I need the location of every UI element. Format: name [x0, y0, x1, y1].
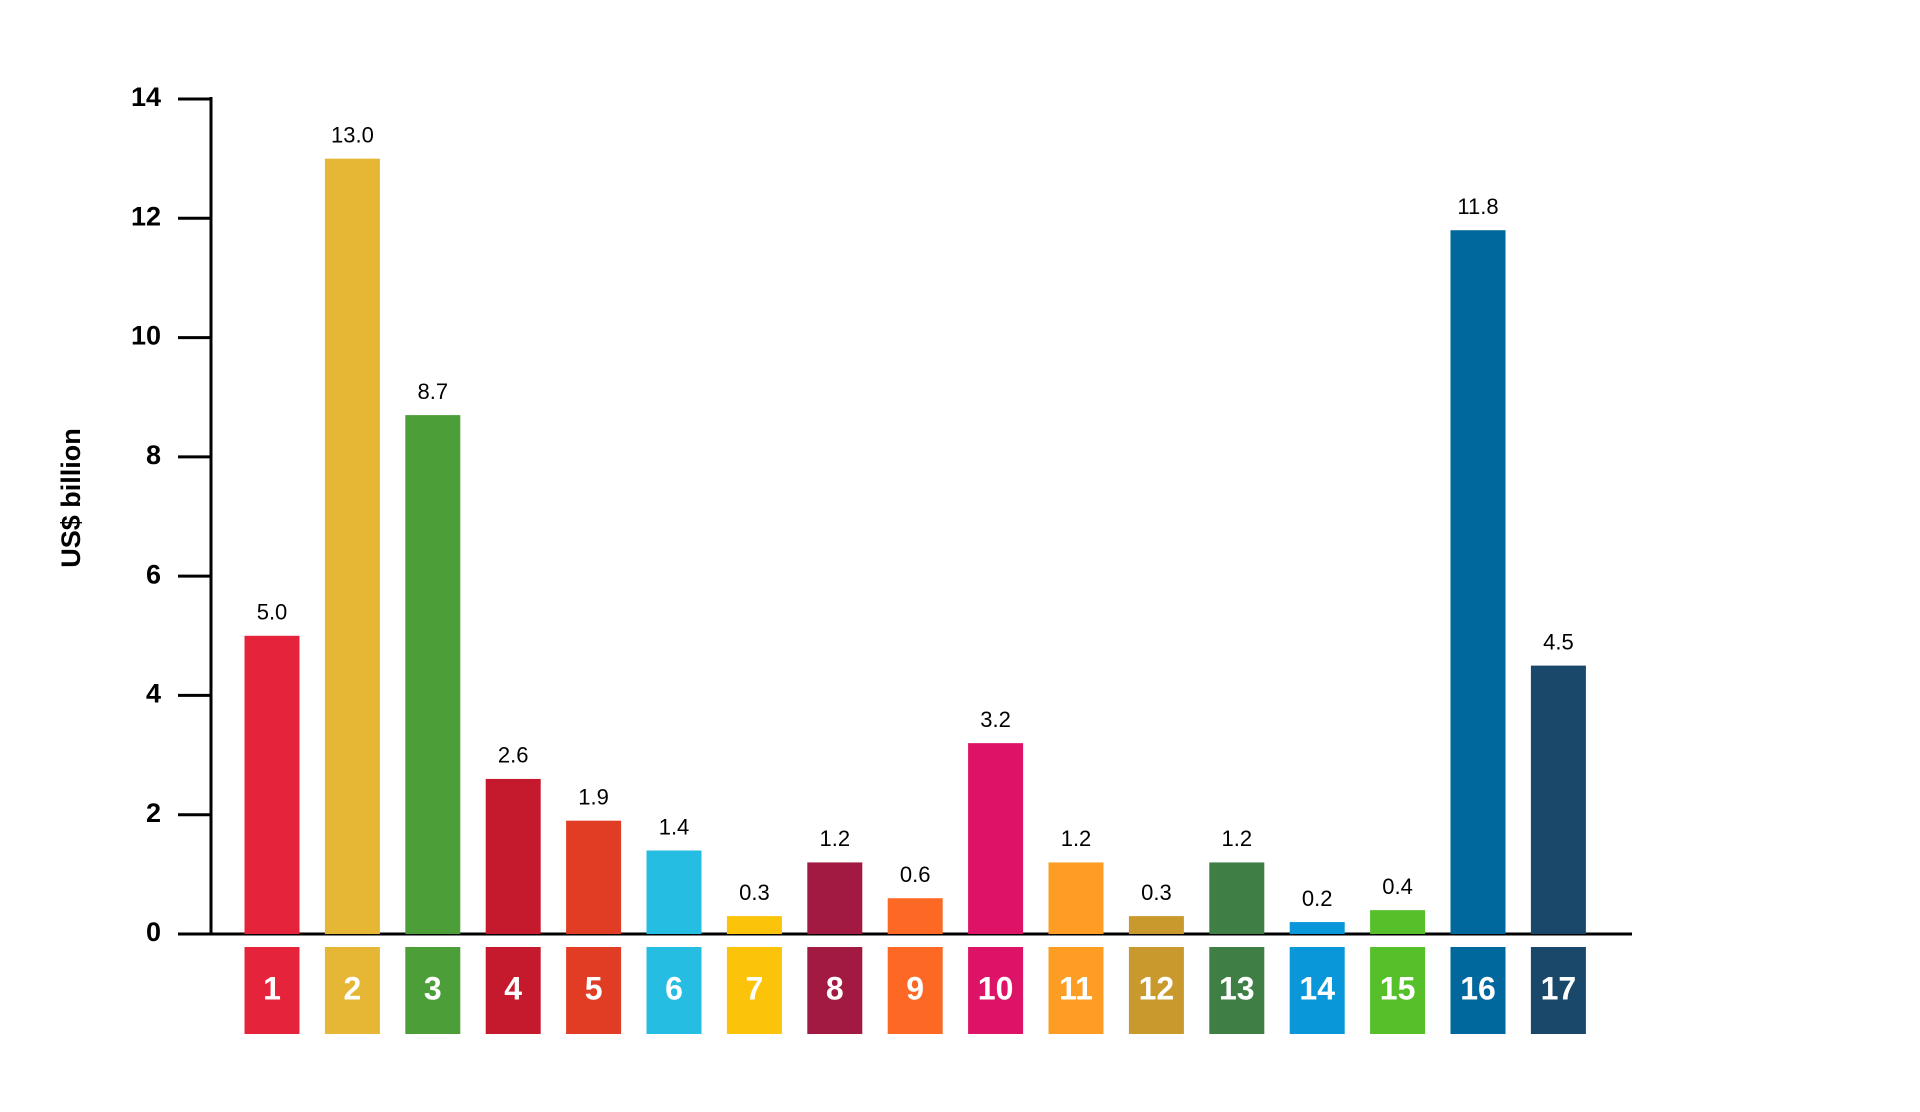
y-tick-label: 6 — [146, 559, 161, 589]
category-box — [887, 947, 943, 1034]
bar — [1048, 862, 1104, 934]
data-label: 11.8 — [1457, 194, 1498, 219]
x-tick-label: 2 — [344, 970, 362, 1006]
category-box — [968, 947, 1024, 1034]
category-box — [1289, 947, 1345, 1034]
data-label: 0.4 — [1382, 874, 1413, 899]
x-tick-label: 1 — [263, 970, 281, 1006]
category-box — [324, 947, 380, 1034]
bar — [726, 916, 782, 934]
x-tick-label: 6 — [665, 970, 683, 1006]
bar — [807, 862, 863, 934]
bar — [1209, 862, 1265, 934]
y-tick-label: 8 — [146, 440, 161, 470]
x-tick-label: 9 — [906, 970, 924, 1006]
bar — [1450, 230, 1506, 934]
data-label: 1.2 — [1061, 826, 1092, 851]
y-tick-label: 2 — [146, 798, 161, 828]
data-label: 8.7 — [418, 379, 449, 404]
bar — [405, 415, 461, 934]
bar — [566, 820, 622, 934]
y-axis-label: US$ billion — [56, 428, 86, 568]
x-tick-label: 14 — [1299, 970, 1335, 1006]
x-tick-label: 15 — [1380, 970, 1416, 1006]
x-tick-label: 8 — [826, 970, 844, 1006]
x-tick-label: 12 — [1139, 970, 1175, 1006]
x-tick-label: 7 — [746, 970, 764, 1006]
y-tick-label: 10 — [131, 321, 161, 351]
x-tick-label: 13 — [1219, 970, 1255, 1006]
bar — [1530, 665, 1586, 934]
category-box — [807, 947, 863, 1034]
bar — [324, 158, 380, 935]
data-label: 1.4 — [659, 814, 690, 839]
data-label: 2.6 — [498, 743, 529, 768]
y-tick-label: 14 — [131, 82, 161, 112]
category-box — [244, 947, 300, 1034]
x-tick-label: 17 — [1541, 970, 1577, 1006]
category-box — [1530, 947, 1586, 1034]
x-tick-label: 16 — [1460, 970, 1496, 1006]
x-tick-label: 10 — [978, 970, 1014, 1006]
data-label: 1.2 — [820, 826, 851, 851]
data-label: 1.9 — [578, 784, 609, 809]
data-label: 0.3 — [739, 880, 770, 905]
y-tick-label: 4 — [146, 679, 161, 709]
category-box — [566, 947, 622, 1034]
bar — [244, 635, 300, 934]
bar — [887, 898, 943, 934]
category-box — [1128, 947, 1184, 1034]
data-label: 3.2 — [980, 707, 1011, 732]
category-box — [1048, 947, 1104, 1034]
category-box — [726, 947, 782, 1034]
x-tick-label: 4 — [504, 970, 522, 1006]
x-tick-label: 5 — [585, 970, 603, 1006]
data-label: 0.3 — [1141, 880, 1172, 905]
y-tick-label: 12 — [131, 201, 161, 231]
category-box — [646, 947, 702, 1034]
x-tick-label: 3 — [424, 970, 442, 1006]
bar — [646, 850, 702, 934]
data-label: 1.2 — [1222, 826, 1253, 851]
data-label: 4.5 — [1543, 629, 1574, 654]
data-label: 0.2 — [1302, 886, 1333, 911]
bar — [1289, 922, 1345, 934]
category-box — [1450, 947, 1506, 1034]
bar — [968, 743, 1024, 934]
y-tick-label: 0 — [146, 917, 161, 947]
data-label: 13.0 — [331, 122, 374, 147]
bar — [1128, 916, 1184, 934]
data-label: 5.0 — [257, 600, 288, 625]
bar — [485, 778, 541, 934]
data-label: 0.6 — [900, 862, 931, 887]
bar — [1370, 910, 1426, 934]
category-box — [405, 947, 461, 1034]
category-box — [1209, 947, 1265, 1034]
category-box — [1370, 947, 1426, 1034]
category-box — [485, 947, 541, 1034]
x-tick-label: 11 — [1059, 970, 1093, 1006]
